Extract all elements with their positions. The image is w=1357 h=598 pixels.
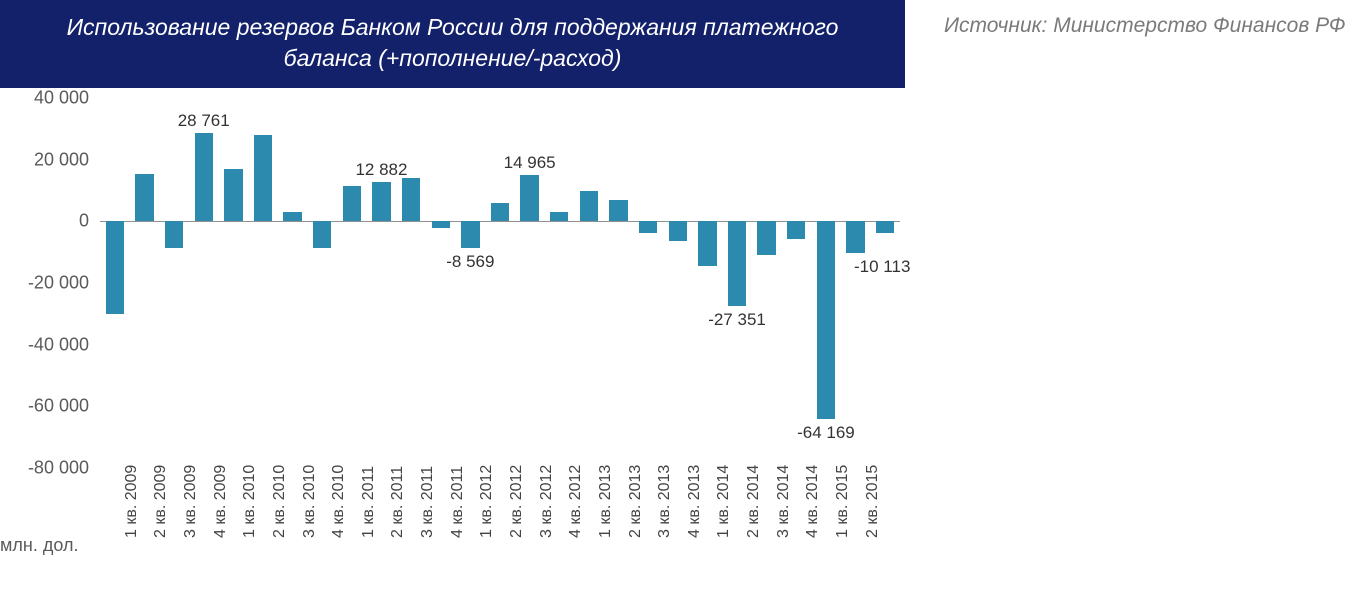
bar <box>254 135 272 221</box>
bar-data-label: -64 169 <box>797 423 855 443</box>
y-axis: 40 00020 0000-20 000-40 000-60 000-80 00… <box>0 98 95 538</box>
bar <box>787 221 805 239</box>
bar <box>669 221 687 240</box>
bar-data-label: 12 882 <box>355 160 407 180</box>
bar <box>580 191 598 222</box>
bar-data-label: -27 351 <box>708 310 766 330</box>
bar <box>639 221 657 233</box>
bar <box>224 169 242 221</box>
y-tick-label: 20 000 <box>34 149 89 170</box>
source-label: Источник: Министерство Финансов РФ <box>944 14 1346 38</box>
bar <box>313 221 331 247</box>
bar <box>817 221 835 419</box>
bars-container: 28 76112 882-8 56914 965-27 351-64 169-1… <box>100 98 900 468</box>
y-tick-label: -80 000 <box>28 458 89 479</box>
y-tick-label: 40 000 <box>34 88 89 109</box>
y-tick-label: 0 <box>79 211 89 232</box>
bar <box>372 182 390 222</box>
bar <box>609 200 627 221</box>
y-tick-label: -60 000 <box>28 396 89 417</box>
bar-data-label: -10 113 <box>854 257 910 277</box>
x-axis-labels: 1 кв. 20092 кв. 20093 кв. 20094 кв. 2009… <box>100 478 900 598</box>
bar <box>757 221 775 254</box>
bar <box>520 175 538 221</box>
bar <box>550 212 568 221</box>
chart-title: Использование резервов Банком России для… <box>0 0 905 88</box>
y-tick-label: -20 000 <box>28 273 89 294</box>
y-tick-label: -40 000 <box>28 334 89 355</box>
bar-data-label: -8 569 <box>446 252 494 272</box>
x-tick-label: 2 кв. 2015 <box>864 465 984 538</box>
bar <box>461 221 479 247</box>
bar <box>165 221 183 247</box>
bar <box>846 221 864 252</box>
bar <box>728 221 746 305</box>
y-axis-unit-label: млн. дол. <box>0 535 78 556</box>
bar <box>491 203 509 222</box>
bar <box>135 174 153 222</box>
chart-plot-area: 40 00020 0000-20 000-40 000-60 000-80 00… <box>0 98 900 598</box>
bar <box>876 221 894 233</box>
bar <box>106 221 124 314</box>
bar-data-label: 14 965 <box>504 153 556 173</box>
bar <box>402 178 420 221</box>
plot-region: 28 76112 882-8 56914 965-27 351-64 169-1… <box>100 98 900 468</box>
bar <box>195 133 213 222</box>
bar-data-label: 28 761 <box>178 111 230 131</box>
bar <box>698 221 716 266</box>
bar <box>283 212 301 222</box>
bar <box>432 221 450 228</box>
bar <box>343 186 361 221</box>
